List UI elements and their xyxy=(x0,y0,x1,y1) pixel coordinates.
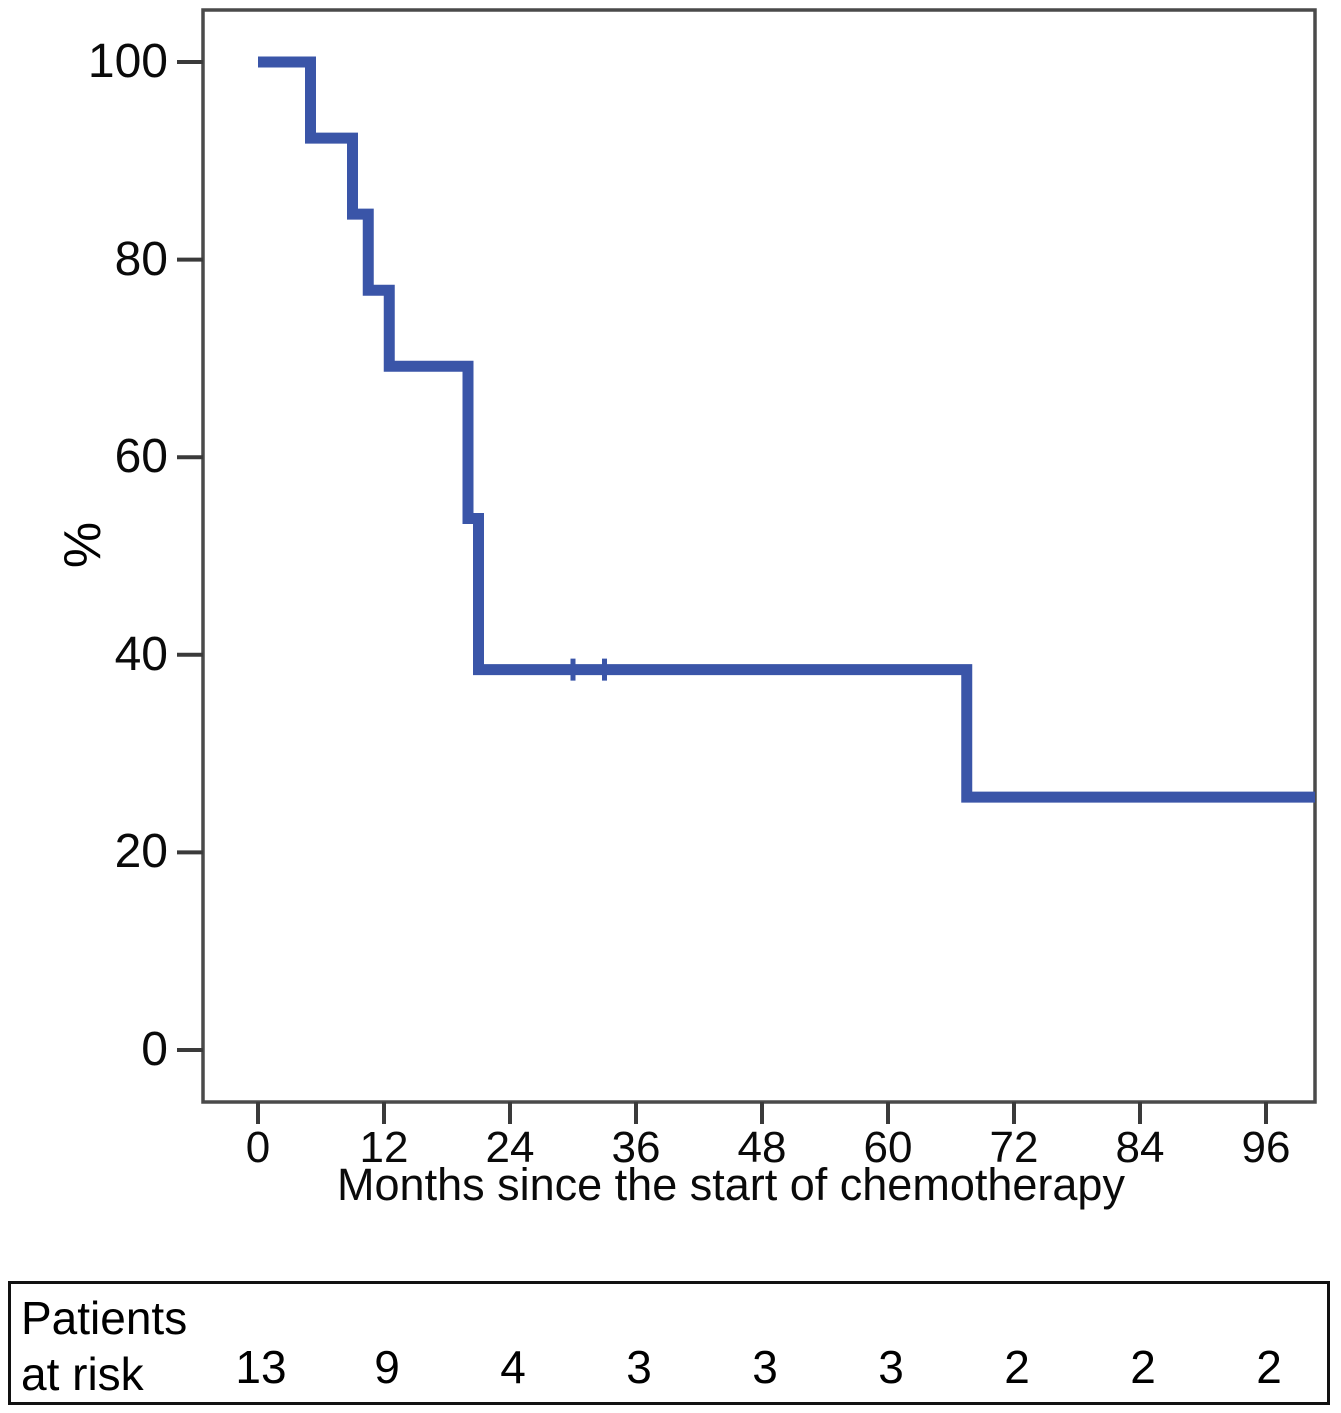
x-tick-label: 12 xyxy=(359,1123,409,1172)
x-tick-label: 0 xyxy=(245,1123,271,1172)
y-tick-label: 100 xyxy=(87,35,168,88)
axis-ticks xyxy=(177,60,1268,1124)
x-axis-title: Months since the start of chemotherapy xyxy=(337,1159,1125,1210)
y-tick-label: 20 xyxy=(114,825,168,879)
risk-count: 4 xyxy=(500,1341,526,1393)
plot-frame xyxy=(201,8,1317,1104)
risk-count: 3 xyxy=(626,1341,652,1393)
x-tick-label: 24 xyxy=(485,1123,535,1172)
risk-count: 2 xyxy=(1256,1341,1282,1393)
x-tick-label: 36 xyxy=(611,1123,661,1172)
patients-at-risk-table: Patients at risk 13 9 4 3 3 3 2 2 2 xyxy=(8,1281,1330,1405)
risk-count: 3 xyxy=(752,1341,778,1393)
x-tick-label: 48 xyxy=(737,1123,787,1172)
risk-count: 2 xyxy=(1004,1341,1030,1393)
x-tick-label: 84 xyxy=(1115,1123,1165,1172)
plot-border xyxy=(201,8,1317,1104)
y-axis-title: % xyxy=(54,521,112,569)
risk-count: 9 xyxy=(374,1341,400,1393)
y-tick-label: 60 xyxy=(114,430,168,484)
risk-row-label: Patients at risk xyxy=(21,1290,187,1402)
risk-row-label-line1: Patients xyxy=(21,1292,188,1344)
risk-count: 13 xyxy=(235,1341,287,1393)
x-tick-label: 60 xyxy=(863,1123,913,1172)
km-step-line xyxy=(258,56,1315,803)
risk-count: 2 xyxy=(1130,1341,1156,1393)
risk-row-label-line2: at risk xyxy=(21,1348,144,1400)
y-tick-label: 0 xyxy=(141,1023,168,1076)
survival-curve xyxy=(258,56,1315,803)
x-tick-label: 96 xyxy=(1241,1123,1291,1172)
y-tick-label: 40 xyxy=(114,627,168,681)
risk-count: 3 xyxy=(878,1341,904,1393)
y-tick-label: 80 xyxy=(114,232,168,286)
x-tick-label: 72 xyxy=(989,1123,1039,1172)
